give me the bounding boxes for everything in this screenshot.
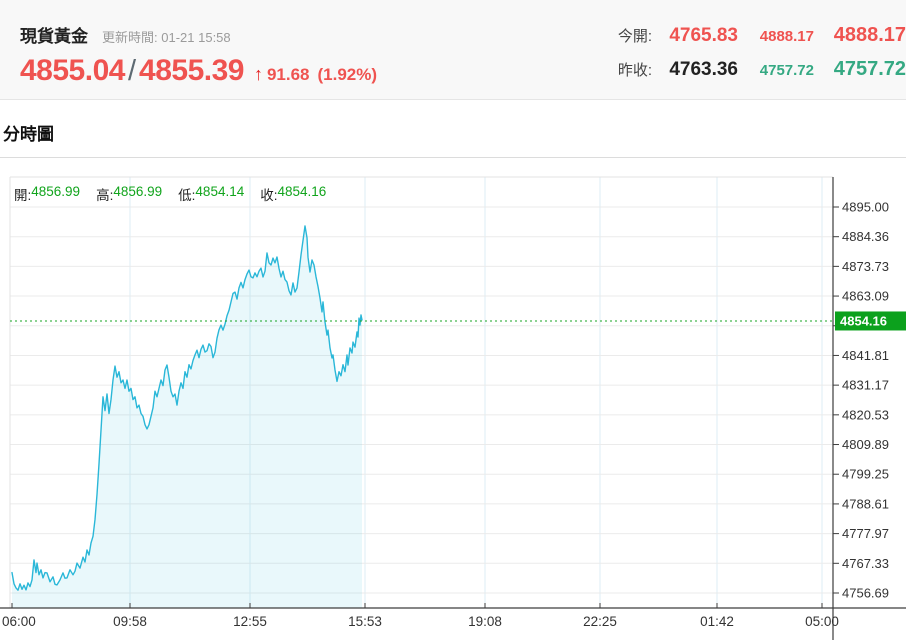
current-price-tag bbox=[835, 311, 906, 331]
quote-header-left: 現貨黃金 更新時間: 01-21 15:58 4855.04 / 4855.39… bbox=[20, 22, 377, 88]
x-tick-label: 22:25 bbox=[583, 614, 617, 629]
instrument-name: 現貨黃金 bbox=[20, 27, 88, 46]
update-time-value: 01-21 15:58 bbox=[161, 30, 231, 45]
minute-chart[interactable]: 4895.00 4884.36 4873.73 4863.09 4841.81 4831.… bbox=[0, 162, 906, 640]
price-line bbox=[11, 225, 363, 591]
bid-price: 4855.04 bbox=[20, 54, 125, 87]
ohlc-tooltip: 開: 4856.99 高: 4856.99 低: 4854.14 收: 4854… bbox=[14, 184, 342, 204]
y-tick-label: 4884.36 bbox=[842, 229, 889, 244]
update-time: 更新時間: 01-21 15:58 bbox=[102, 27, 231, 46]
y-tick-label: 4809.89 bbox=[842, 437, 889, 452]
open-value: 4765.83 bbox=[669, 25, 738, 46]
y-tick-label: 4831.17 bbox=[842, 378, 889, 393]
x-tick-label: 19:08 bbox=[468, 614, 502, 629]
y-tick-label: 4873.73 bbox=[842, 259, 889, 274]
x-tick-label: 15:53 bbox=[348, 614, 382, 629]
quote-header: 現貨黃金 更新時間: 01-21 15:58 4855.04 / 4855.39… bbox=[0, 0, 906, 100]
price-area bbox=[12, 226, 362, 608]
x-tick-label: 12:55 bbox=[233, 614, 267, 629]
low-value-large: 4757.72 bbox=[833, 58, 906, 80]
prev-close-value: 4763.36 bbox=[669, 59, 738, 80]
y-tick-label: 4820.53 bbox=[842, 407, 889, 422]
ohlc-close-value: 4854.16 bbox=[277, 184, 327, 199]
x-tick-label: 09:58 bbox=[113, 614, 147, 629]
y-tick-label: 4841.81 bbox=[842, 348, 889, 363]
y-tick-label: 4777.97 bbox=[842, 526, 889, 541]
minute-chart-canvas[interactable]: 4895.00 4884.36 4873.73 4863.09 4841.81 4831.… bbox=[0, 162, 906, 640]
section-divider bbox=[0, 157, 906, 158]
open-label: 今開: bbox=[617, 28, 652, 45]
price-change: 91.68 bbox=[266, 65, 310, 84]
current-price-row: 4855.04 / 4855.39 ↑ 91.68 (1.92%) bbox=[20, 54, 377, 88]
up-arrow-icon: ↑ bbox=[253, 64, 263, 84]
y-tick-label: 4895.00 bbox=[842, 200, 889, 215]
ask-price: 4855.39 bbox=[139, 54, 244, 87]
y-tick-label: 4788.61 bbox=[842, 496, 889, 511]
ohlc-close-label: 收: bbox=[260, 188, 278, 203]
ohlc-low-label: 低: bbox=[178, 188, 196, 203]
section-title-minute-chart: 分時圖 bbox=[3, 125, 54, 144]
x-tick-label: 05:00 bbox=[805, 614, 839, 629]
high-value-large: 4888.17 bbox=[833, 24, 906, 46]
prev-close-label: 昨收: bbox=[617, 62, 652, 79]
ohlc-high-label: 高: bbox=[96, 188, 114, 203]
x-tick-label: 01:42 bbox=[700, 614, 734, 629]
quote-header-stats: 今開: 4765.83 4888.17 4888.17 昨收: 4763.36 … bbox=[618, 24, 906, 92]
y-tick-label: 4756.69 bbox=[842, 586, 889, 601]
x-tick-label: 06:00 bbox=[2, 614, 36, 629]
ohlc-open-label: 開: bbox=[14, 188, 32, 203]
update-time-label: 更新時間: bbox=[102, 30, 158, 45]
y-tick-label: 4863.09 bbox=[842, 289, 889, 304]
ohlc-low-value: 4854.14 bbox=[195, 184, 245, 199]
stat-row-open: 今開: 4765.83 4888.17 4888.17 bbox=[618, 24, 906, 47]
ohlc-high-value: 4856.99 bbox=[113, 184, 163, 199]
current-price-tag-value: 4854.16 bbox=[840, 313, 887, 328]
price-change-percent: (1.92%) bbox=[317, 65, 378, 84]
y-tick-label: 4799.25 bbox=[842, 467, 889, 482]
high-value-small: 4888.17 bbox=[759, 28, 814, 45]
ohlc-open-value: 4856.99 bbox=[31, 184, 81, 199]
low-value-small: 4757.72 bbox=[759, 62, 814, 79]
instrument-title-row: 現貨黃金 更新時間: 01-21 15:58 bbox=[20, 22, 377, 47]
y-tick-label: 4767.33 bbox=[842, 556, 889, 571]
stat-row-prev-close: 昨收: 4763.36 4757.72 4757.72 bbox=[618, 58, 906, 81]
price-separator: / bbox=[127, 55, 137, 87]
